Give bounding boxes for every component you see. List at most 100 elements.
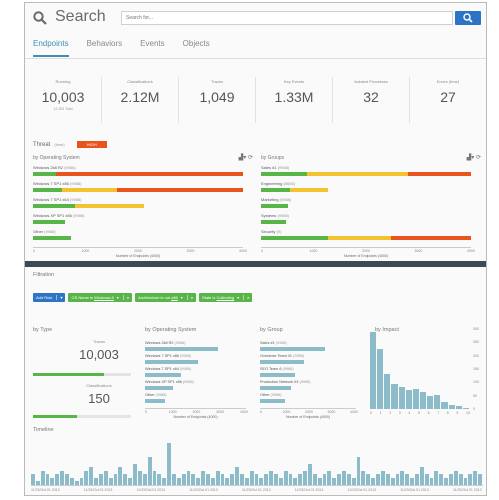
bar-row[interactable]: Engineering (8686) bbox=[261, 181, 481, 194]
stat-traces[interactable]: Traces 1,049 bbox=[179, 77, 256, 123]
tab-endpoints[interactable]: Endpoints bbox=[33, 39, 69, 57]
timeline-bar[interactable] bbox=[171, 474, 176, 485]
timeline-bar[interactable] bbox=[478, 474, 482, 485]
timeline-bar[interactable] bbox=[293, 477, 298, 485]
timeline-bar[interactable] bbox=[444, 477, 448, 485]
close-icon[interactable]: × bbox=[122, 295, 129, 300]
impact-bar[interactable] bbox=[427, 396, 434, 409]
timeline-bar[interactable] bbox=[419, 467, 424, 485]
impact-bar[interactable] bbox=[405, 389, 412, 409]
timeline-bar[interactable] bbox=[322, 474, 327, 485]
timeline-bar[interactable] bbox=[84, 470, 89, 485]
timeline-bar[interactable] bbox=[152, 470, 157, 485]
timeline-bar[interactable] bbox=[103, 470, 108, 485]
timeline-bar[interactable] bbox=[453, 470, 458, 485]
timeline-bar[interactable] bbox=[380, 470, 385, 485]
timeline-bar[interactable] bbox=[288, 474, 293, 485]
timeline-bar[interactable] bbox=[167, 442, 171, 485]
timeline-bar[interactable] bbox=[366, 474, 371, 485]
timeline-bar[interactable] bbox=[244, 477, 249, 485]
timeline-bar[interactable] bbox=[205, 474, 210, 485]
timeline-bar[interactable] bbox=[55, 474, 60, 485]
bar-row[interactable]: SEO Team 6 (9988) bbox=[260, 367, 356, 379]
timeline-bar[interactable] bbox=[108, 477, 113, 485]
bar-row[interactable]: Windows 7 SP1 x86 (9988) bbox=[33, 181, 253, 194]
timeline-bar[interactable] bbox=[40, 470, 45, 485]
timeline-bar[interactable] bbox=[113, 474, 118, 485]
timeline-bar[interactable] bbox=[434, 470, 439, 485]
timeline-bar[interactable] bbox=[410, 477, 414, 485]
timeline-bar[interactable] bbox=[225, 477, 230, 485]
impact-bar[interactable] bbox=[462, 408, 469, 409]
stat-errors[interactable]: Errors (time) 27 bbox=[410, 77, 486, 123]
timeline-bar[interactable] bbox=[274, 474, 278, 485]
timeline-bar[interactable] bbox=[31, 474, 35, 485]
timeline-bar[interactable] bbox=[395, 474, 400, 485]
bar-row[interactable]: Other (9988) bbox=[145, 393, 246, 405]
timeline-bar[interactable] bbox=[186, 470, 191, 485]
timeline-bar[interactable] bbox=[215, 470, 220, 485]
timeline-bar[interactable] bbox=[424, 474, 429, 485]
tab-objects[interactable]: Objects bbox=[182, 39, 210, 48]
timeline-bar[interactable] bbox=[283, 470, 288, 485]
timeline-bar[interactable] bbox=[473, 470, 478, 485]
bar-row[interactable]: Windows 7 SP1 x86 (9988) bbox=[145, 354, 246, 366]
timeline-bar[interactable] bbox=[337, 474, 342, 485]
timeline-bar[interactable] bbox=[361, 470, 366, 485]
impact-bar[interactable] bbox=[377, 348, 384, 409]
bar-row[interactable]: Systems (9988) bbox=[261, 213, 481, 226]
stat-running[interactable]: Running 10,003 12,353 Total bbox=[25, 77, 102, 123]
timeline-bar[interactable] bbox=[405, 474, 410, 485]
timeline-bar[interactable] bbox=[385, 474, 390, 485]
impact-bar[interactable] bbox=[448, 405, 455, 409]
bar-row[interactable]: Other (9988) bbox=[260, 393, 356, 405]
timeline-bar[interactable] bbox=[327, 470, 332, 485]
refresh-icon[interactable]: ⟳ bbox=[475, 155, 481, 161]
timeline-bar[interactable] bbox=[312, 474, 317, 485]
timeline-bar[interactable] bbox=[458, 474, 463, 485]
impact-bar[interactable] bbox=[391, 383, 398, 409]
timeline-bar[interactable] bbox=[371, 477, 376, 485]
timeline-bar[interactable] bbox=[137, 470, 142, 485]
impact-bar[interactable] bbox=[455, 406, 462, 409]
bar-row[interactable]: Windows 7 SP1 x64 (9988) bbox=[33, 197, 253, 210]
impact-bar[interactable] bbox=[420, 391, 427, 409]
bar-row[interactable]: Overdose Team 01 (9988) bbox=[260, 354, 356, 366]
timeline-bar[interactable] bbox=[298, 474, 303, 485]
timeline-bar[interactable] bbox=[303, 470, 308, 485]
timeline-bar[interactable] bbox=[210, 477, 215, 485]
timeline-bar[interactable] bbox=[35, 481, 40, 485]
close-icon[interactable]: × bbox=[243, 295, 249, 300]
stat-isolated-processes[interactable]: Isolated Processes 32 bbox=[333, 77, 410, 123]
bar-row[interactable]: Security (9) bbox=[261, 229, 481, 242]
stat-classifications[interactable]: Classifications 2.12M bbox=[102, 77, 179, 123]
timeline-bar[interactable] bbox=[69, 477, 74, 485]
impact-bar[interactable] bbox=[370, 332, 377, 409]
threat-badge[interactable]: HIGH bbox=[76, 141, 107, 148]
timeline-bar[interactable] bbox=[89, 467, 94, 485]
timeline-bar[interactable] bbox=[239, 474, 244, 485]
filter-chip-architecture[interactable]: Architecture is not x86 ▾ × bbox=[135, 293, 197, 302]
tab-events[interactable]: Events bbox=[140, 39, 165, 48]
bar-row[interactable]: Windows XP SP1 x86 (9988) bbox=[33, 213, 253, 226]
impact-bar[interactable] bbox=[434, 395, 441, 409]
timeline-bar[interactable] bbox=[99, 474, 103, 485]
timeline-bar[interactable] bbox=[50, 477, 55, 485]
timeline-bar[interactable] bbox=[94, 477, 99, 485]
timeline-bar[interactable] bbox=[448, 474, 453, 485]
search-button[interactable] bbox=[455, 11, 481, 25]
impact-bar[interactable] bbox=[398, 387, 405, 409]
bar-row[interactable]: Windows 7 SP1 x64 (9988) bbox=[145, 367, 246, 379]
chart-type-icon[interactable]: ▟▾ bbox=[466, 155, 475, 161]
bar-row[interactable]: Sales #1 (9988) bbox=[261, 165, 481, 178]
filter-chip-os[interactable]: OS Name is Windows 8 ▾ × bbox=[68, 293, 133, 302]
close-icon[interactable]: × bbox=[186, 295, 193, 300]
bar-row[interactable]: Windows XP SP1 x86 (9988) bbox=[145, 380, 246, 392]
impact-bar[interactable] bbox=[384, 374, 391, 409]
timeline-bar[interactable] bbox=[123, 474, 128, 485]
bar-row[interactable]: Windows 2k8 R2 (9988) bbox=[145, 341, 246, 353]
tab-behaviors[interactable]: Behaviors bbox=[86, 39, 123, 48]
timeline-bar[interactable] bbox=[74, 481, 79, 485]
filter-chip-state[interactable]: State is Collecting ▾ × bbox=[199, 293, 253, 302]
traces-stat[interactable]: Traces 10,003 bbox=[39, 339, 159, 362]
